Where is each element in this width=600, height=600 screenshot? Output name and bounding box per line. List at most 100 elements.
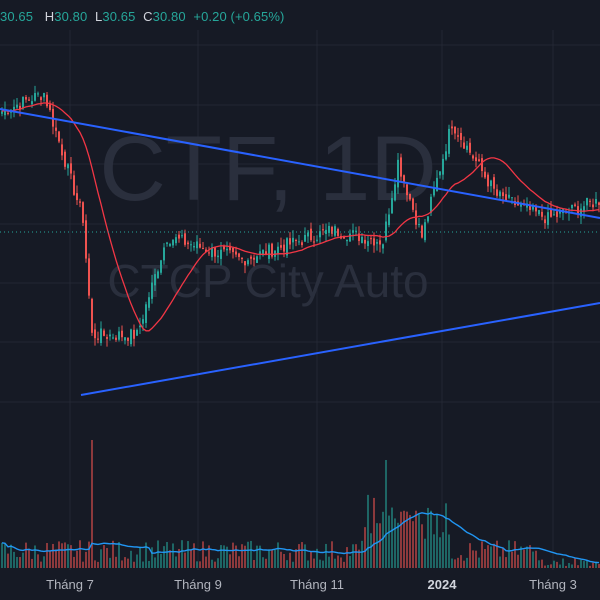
candle[interactable] xyxy=(79,198,81,208)
candle[interactable] xyxy=(517,195,519,206)
candle[interactable] xyxy=(319,225,321,244)
candle[interactable] xyxy=(64,149,66,170)
candle[interactable] xyxy=(85,214,87,263)
candle[interactable] xyxy=(37,91,39,97)
candle[interactable] xyxy=(448,124,450,158)
candle[interactable] xyxy=(322,223,324,236)
candle[interactable] xyxy=(589,198,591,207)
candle[interactable] xyxy=(16,97,18,110)
candle[interactable] xyxy=(214,246,216,263)
candle[interactable] xyxy=(55,120,57,138)
candle[interactable] xyxy=(88,253,90,299)
candle[interactable] xyxy=(370,235,372,245)
candle[interactable] xyxy=(403,174,405,188)
candle[interactable] xyxy=(331,225,333,237)
candle[interactable] xyxy=(139,317,141,334)
candle[interactable] xyxy=(574,202,576,208)
candle[interactable] xyxy=(250,254,252,265)
candle[interactable] xyxy=(481,154,483,178)
candle[interactable] xyxy=(406,183,408,202)
candle[interactable] xyxy=(538,209,540,216)
candle[interactable] xyxy=(211,243,213,261)
candle[interactable] xyxy=(268,242,270,264)
candle[interactable] xyxy=(466,141,468,153)
candle[interactable] xyxy=(409,193,411,202)
candle[interactable] xyxy=(217,249,219,264)
candle[interactable] xyxy=(337,227,339,239)
candle[interactable] xyxy=(61,138,63,161)
candle[interactable] xyxy=(304,227,306,242)
candle[interactable] xyxy=(118,326,120,342)
candle[interactable] xyxy=(28,96,30,101)
candle[interactable] xyxy=(82,201,84,227)
candle[interactable] xyxy=(328,222,330,237)
candle[interactable] xyxy=(187,240,189,250)
candle[interactable] xyxy=(592,198,594,212)
candle[interactable] xyxy=(367,234,369,252)
candle[interactable] xyxy=(544,215,546,229)
candle[interactable] xyxy=(382,243,384,254)
candle[interactable] xyxy=(160,259,162,275)
candle[interactable] xyxy=(70,157,72,180)
candle[interactable] xyxy=(292,230,294,250)
candle[interactable] xyxy=(376,238,378,251)
candle[interactable] xyxy=(256,255,258,264)
candle[interactable] xyxy=(136,328,138,336)
candle[interactable] xyxy=(508,186,510,200)
candle[interactable] xyxy=(556,205,558,223)
candle[interactable] xyxy=(244,261,246,274)
candle[interactable] xyxy=(238,252,240,261)
candle[interactable] xyxy=(115,335,117,342)
candle[interactable] xyxy=(46,92,48,109)
candle[interactable] xyxy=(445,143,447,161)
candle[interactable] xyxy=(586,197,588,211)
candle[interactable] xyxy=(196,235,198,254)
candle[interactable] xyxy=(262,249,264,257)
candle[interactable] xyxy=(439,171,441,179)
candle[interactable] xyxy=(106,334,108,347)
candle[interactable] xyxy=(418,217,420,228)
candle[interactable] xyxy=(496,184,498,198)
candle[interactable] xyxy=(58,130,60,144)
candle[interactable] xyxy=(157,269,159,279)
candle[interactable] xyxy=(76,185,78,205)
candle[interactable] xyxy=(193,242,195,251)
candle[interactable] xyxy=(460,127,462,148)
candle[interactable] xyxy=(433,181,435,198)
candle[interactable] xyxy=(463,136,465,149)
candle[interactable] xyxy=(199,237,201,249)
candle[interactable] xyxy=(427,216,429,224)
candle[interactable] xyxy=(394,177,396,202)
candle[interactable] xyxy=(490,179,492,193)
candle[interactable] xyxy=(265,243,267,256)
candle[interactable] xyxy=(334,224,336,238)
candle[interactable] xyxy=(73,170,75,196)
candle[interactable] xyxy=(97,331,99,344)
candle[interactable] xyxy=(181,229,183,239)
ascending-trendline[interactable] xyxy=(80,302,600,396)
candle[interactable] xyxy=(112,333,114,340)
candle[interactable] xyxy=(484,167,486,179)
candle[interactable] xyxy=(472,154,474,161)
candle[interactable] xyxy=(190,240,192,252)
candle[interactable] xyxy=(178,230,180,243)
candle[interactable] xyxy=(253,254,255,267)
candle[interactable] xyxy=(277,242,279,261)
candle[interactable] xyxy=(226,241,228,256)
candle[interactable] xyxy=(91,297,93,336)
candle[interactable] xyxy=(454,126,456,140)
candle[interactable] xyxy=(13,99,15,118)
candle[interactable] xyxy=(388,208,390,228)
candle[interactable] xyxy=(103,328,105,337)
candle[interactable] xyxy=(310,222,312,242)
candle[interactable] xyxy=(163,243,165,265)
candle[interactable] xyxy=(400,153,402,181)
candle[interactable] xyxy=(364,234,366,249)
candle[interactable] xyxy=(298,235,300,246)
candle[interactable] xyxy=(271,242,273,259)
candle[interactable] xyxy=(487,172,489,193)
candle[interactable] xyxy=(94,323,96,346)
candle[interactable] xyxy=(130,328,132,347)
candle[interactable] xyxy=(124,337,126,345)
